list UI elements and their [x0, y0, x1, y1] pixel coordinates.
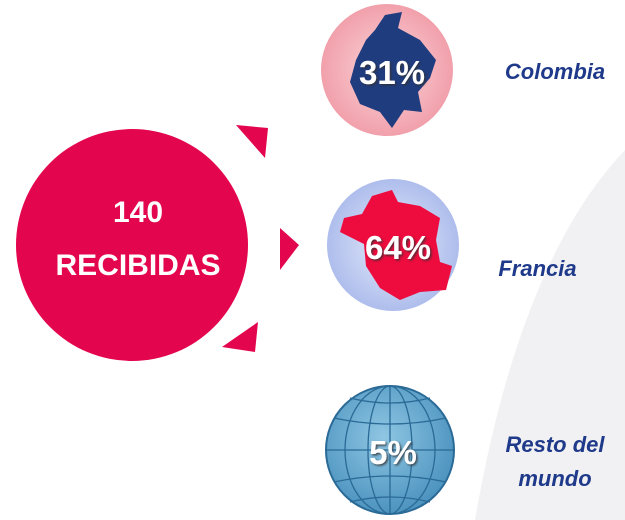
- france-map: [340, 190, 452, 300]
- arrow: [222, 322, 258, 352]
- percent: 31%: [359, 54, 425, 91]
- arrow: [280, 228, 299, 270]
- globe-lines: [326, 385, 454, 515]
- percent: 64%: [365, 229, 431, 266]
- country-label: Resto del mundo: [505, 432, 605, 491]
- center-circle: [16, 129, 248, 361]
- country-label: Colombia: [504, 59, 606, 84]
- background-curve: [475, 150, 625, 520]
- country-label: Francia: [498, 256, 577, 281]
- colombia-map: [350, 12, 436, 128]
- percent: 5%: [369, 434, 417, 471]
- center-label: RECIBIDAS: [55, 249, 220, 282]
- arrow: [236, 125, 268, 158]
- center-number: 140: [113, 196, 163, 229]
